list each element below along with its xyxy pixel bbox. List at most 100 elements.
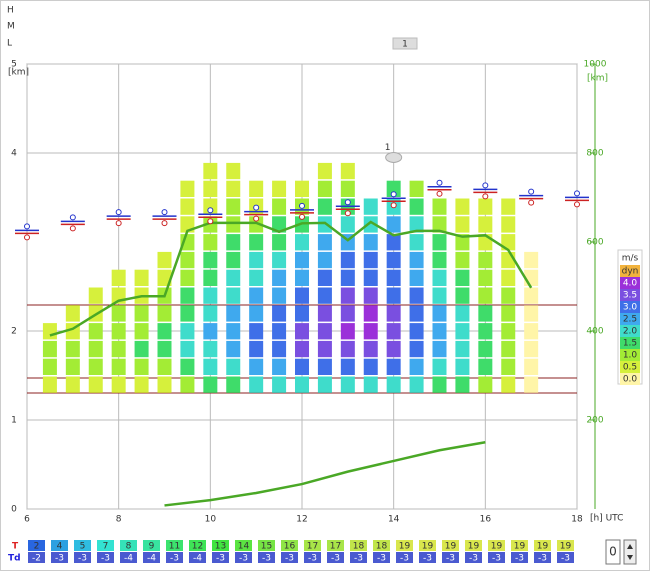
thermal-cell xyxy=(203,269,218,286)
thermal-cell xyxy=(478,323,493,340)
thermal-cell xyxy=(340,251,355,269)
dew-value: -3 xyxy=(216,554,225,564)
cloud-marker-dot xyxy=(344,199,351,206)
thermal-cell xyxy=(432,358,447,375)
thermal-cell xyxy=(65,305,80,322)
cloud-marker-dot xyxy=(528,199,535,206)
thermal-cell xyxy=(157,376,172,393)
temp-cell xyxy=(534,540,551,551)
legend-swatch xyxy=(620,265,640,277)
thermal-cell xyxy=(180,358,195,375)
thermal-cell xyxy=(524,340,539,358)
level-label[interactable]: L xyxy=(7,39,12,49)
temp-value: 19 xyxy=(537,542,549,552)
legend-swatch xyxy=(620,325,640,337)
legend-swatch xyxy=(620,337,640,349)
thermal-cell xyxy=(409,216,424,233)
button-label[interactable]: 1 xyxy=(402,40,408,50)
temp-value: 4 xyxy=(57,542,63,552)
thermal-cell xyxy=(249,340,264,358)
thermal-cell xyxy=(111,269,126,286)
thermal-cell xyxy=(432,234,447,251)
temp-cell xyxy=(488,540,505,551)
level-label[interactable]: M xyxy=(7,22,15,32)
thermal-cell xyxy=(111,323,126,340)
temp-value: 14 xyxy=(238,542,250,552)
thermal-cell xyxy=(317,180,332,197)
level-label[interactable]: H xyxy=(7,6,14,16)
temp-cell xyxy=(304,540,321,551)
spinner-value[interactable]: 0 xyxy=(609,545,617,559)
thermal-cell xyxy=(203,323,218,340)
spinner-arrows[interactable] xyxy=(623,539,637,565)
thermal-cell xyxy=(226,180,241,197)
thermal-cell xyxy=(203,376,218,393)
spinner-arrow-icons[interactable] xyxy=(627,544,633,560)
temp-cell xyxy=(419,540,436,551)
dew-cell xyxy=(373,552,390,563)
y2-axis-label: [km] xyxy=(587,74,608,84)
thermal-cell xyxy=(409,305,424,322)
temp-cell xyxy=(120,540,137,551)
dew-value: -3 xyxy=(538,554,547,564)
dew-cell xyxy=(281,552,298,563)
dew-cell xyxy=(258,552,275,563)
thermal-cell xyxy=(524,251,539,269)
thermal-cell xyxy=(501,287,516,304)
thermal-cell xyxy=(203,251,218,269)
thermal-cell xyxy=(432,251,447,269)
dew-value: -3 xyxy=(78,554,87,564)
thermal-cell xyxy=(363,305,378,322)
thermal-cell xyxy=(386,234,401,251)
thermal-cell xyxy=(455,305,470,322)
thermal-cell xyxy=(226,323,241,340)
dew-cell xyxy=(51,552,68,563)
dew-value: -3 xyxy=(423,554,432,564)
cloud-marker xyxy=(15,223,39,241)
thermal-cell xyxy=(455,234,470,251)
thermal-cell xyxy=(317,340,332,358)
x-tick-label: 16 xyxy=(480,515,492,525)
cloud-marker-dot xyxy=(390,191,397,198)
thermal-cell xyxy=(317,358,332,375)
legend-label: 3.0 xyxy=(623,303,638,313)
thermal-cell xyxy=(432,269,447,286)
legend-label: 2.0 xyxy=(623,327,638,337)
spinner[interactable] xyxy=(605,539,621,565)
cloud-marker-dot xyxy=(436,179,443,186)
thermal-cell xyxy=(340,358,355,375)
button[interactable] xyxy=(392,37,418,50)
thermal-cell xyxy=(295,358,309,375)
y-tick-label: 4 xyxy=(11,149,17,159)
temp-cell xyxy=(258,540,275,551)
legend-swatch xyxy=(620,301,640,313)
temp-value: 18 xyxy=(376,542,388,552)
cloud-marker xyxy=(106,209,131,227)
thermal-cell xyxy=(386,323,401,340)
x-tick-label: 12 xyxy=(296,515,307,525)
row-label: Td xyxy=(8,554,21,564)
thermal-cell xyxy=(386,269,401,286)
thermal-cell xyxy=(409,234,424,251)
thermal-cell xyxy=(272,234,287,251)
thermal-cell xyxy=(340,162,355,180)
thermal-cell xyxy=(295,269,309,286)
temp-cell xyxy=(511,540,528,551)
temp-cell xyxy=(442,540,459,551)
y2-tick-label: 800 xyxy=(586,149,603,159)
temp-value: 17 xyxy=(307,542,318,552)
thermal-cell xyxy=(409,198,424,215)
thermal-cell xyxy=(272,340,287,358)
thermal-cell xyxy=(409,323,424,340)
thermal-cell xyxy=(249,287,264,304)
thermal-cell xyxy=(226,162,241,180)
thermal-cell xyxy=(455,323,470,340)
temp-cell xyxy=(212,540,229,551)
thermal-cell xyxy=(409,340,424,358)
y-tick-label: 1 xyxy=(11,416,17,426)
x-tick-label: 10 xyxy=(205,515,217,525)
cloud-marker-dot xyxy=(207,207,214,214)
thermal-cell xyxy=(363,358,378,375)
y2-tick-label: 200 xyxy=(586,416,603,426)
thermal-cell xyxy=(88,287,103,304)
